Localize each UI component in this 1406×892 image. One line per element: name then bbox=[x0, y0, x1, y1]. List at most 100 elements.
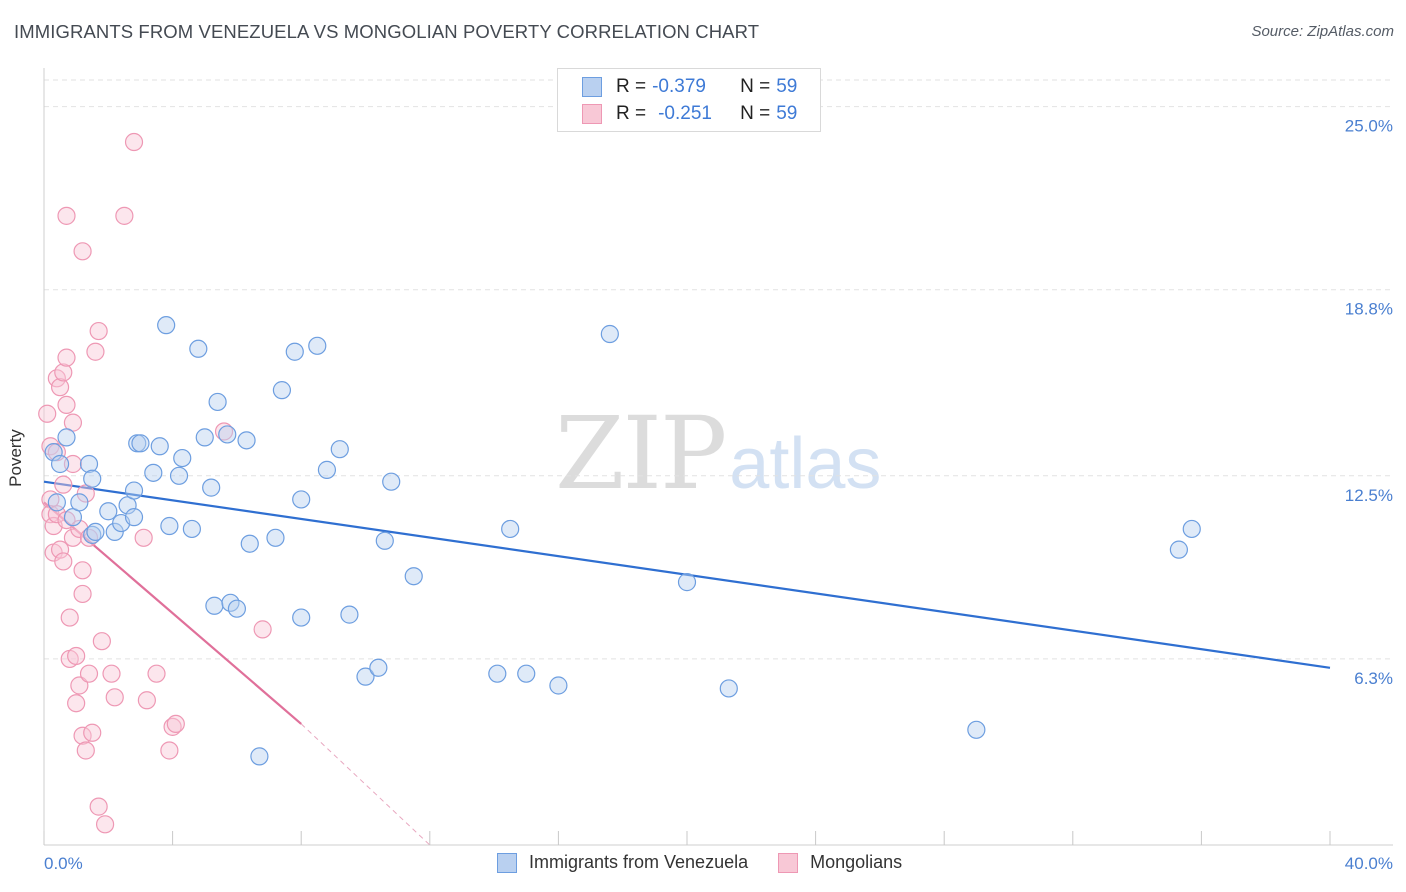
venezuela-point bbox=[195, 428, 214, 447]
mongolians-legend-swatch bbox=[778, 852, 799, 873]
venezuela-point bbox=[144, 463, 163, 482]
y-tick-label: 12.5% bbox=[1345, 486, 1393, 505]
mongolian-point bbox=[134, 528, 153, 547]
venezuela-point bbox=[150, 437, 169, 456]
venezuela-point bbox=[292, 490, 311, 509]
mongolian-trend-extension bbox=[300, 723, 431, 846]
venezuela-point bbox=[1169, 540, 1188, 559]
mongolian-point bbox=[63, 454, 83, 474]
zipatlas-watermark: ZIPatlas bbox=[555, 395, 881, 512]
venezuela-point bbox=[47, 493, 66, 512]
legend-row-mongolians: R = -0.251 N = 59 bbox=[582, 102, 797, 126]
venezuela-point bbox=[1182, 519, 1201, 539]
venezuela-point bbox=[250, 747, 269, 766]
venezuela-point bbox=[44, 443, 63, 462]
gridlines bbox=[44, 79, 1393, 660]
venezuela-point bbox=[83, 469, 102, 488]
venezuela-point bbox=[967, 720, 986, 739]
mongolian-point bbox=[50, 378, 70, 397]
venezuela-point bbox=[266, 528, 285, 547]
venezuela-point bbox=[330, 440, 349, 459]
venezuela-point bbox=[340, 605, 359, 624]
trend-lines bbox=[43, 480, 1331, 846]
mongolian-point bbox=[95, 815, 115, 834]
venezuela-point bbox=[272, 381, 292, 400]
mongolian-point bbox=[76, 741, 95, 760]
mongolian-point bbox=[38, 404, 57, 423]
mongolian-point bbox=[70, 676, 89, 695]
mongolian-point bbox=[73, 561, 92, 580]
venezuela-point bbox=[50, 454, 70, 474]
mongolian-point bbox=[57, 395, 76, 415]
series-legend: Immigrants from Venezuela Mongolians bbox=[497, 852, 932, 873]
venezuela-point bbox=[160, 516, 179, 536]
mongolian-point bbox=[60, 608, 79, 627]
mongolian-point bbox=[54, 475, 73, 494]
venezuela-point bbox=[173, 448, 192, 468]
venezuela-point bbox=[86, 522, 105, 542]
venezuela-point bbox=[292, 608, 311, 627]
venezuela-point bbox=[99, 502, 118, 521]
venezuela-point bbox=[501, 519, 520, 539]
mongolian-point bbox=[89, 797, 108, 816]
venezuela-point bbox=[308, 336, 327, 355]
mongolian-point bbox=[67, 646, 86, 666]
venezuela-point bbox=[79, 454, 99, 474]
data-points bbox=[38, 132, 1201, 834]
mongolian-point bbox=[214, 422, 234, 441]
legend-item-venezuela: Immigrants from Venezuela bbox=[497, 852, 748, 873]
r-label: R = bbox=[616, 76, 647, 97]
venezuela-point bbox=[169, 466, 189, 485]
venezuela-point bbox=[285, 342, 304, 361]
venezuela-point bbox=[208, 392, 227, 412]
venezuela-point bbox=[205, 596, 224, 615]
venezuela-point bbox=[356, 667, 375, 686]
mongolian-point bbox=[137, 691, 156, 710]
mongolian-point bbox=[166, 714, 185, 733]
mongolian-point bbox=[57, 206, 76, 225]
mongolian-point bbox=[115, 206, 134, 225]
mongolian-point bbox=[147, 664, 166, 683]
venezuela-point bbox=[404, 567, 423, 586]
y-tick-label: 25.0% bbox=[1345, 117, 1393, 136]
watermark-atlas: atlas bbox=[729, 424, 882, 504]
mongolians-legend-label: Mongolians bbox=[810, 852, 903, 872]
venezuela-point bbox=[375, 531, 394, 550]
mongolian-point bbox=[57, 348, 76, 367]
mongolian-point bbox=[41, 505, 60, 524]
venezuela-point bbox=[517, 664, 536, 683]
venezuela-point bbox=[70, 493, 89, 512]
venezuela-point bbox=[182, 519, 201, 539]
mongolian-point bbox=[124, 132, 144, 152]
watermark-zip: ZIP bbox=[555, 395, 727, 512]
venezuela-point bbox=[677, 573, 697, 592]
mongolian-point bbox=[79, 664, 99, 683]
mongolian-point bbox=[89, 321, 108, 341]
venezuela-trend-line bbox=[43, 480, 1331, 669]
mongolian-point bbox=[86, 342, 105, 361]
venezuela-legend-label: Immigrants from Venezuela bbox=[529, 852, 749, 872]
venezuela-point bbox=[202, 478, 221, 497]
mongolian-point bbox=[102, 664, 121, 683]
r-value-venezuela: -0.379 bbox=[652, 76, 706, 97]
mongolian-point bbox=[83, 723, 102, 742]
venezuela-point bbox=[189, 339, 208, 358]
mongolian-point bbox=[54, 552, 73, 571]
mongolian-point bbox=[73, 242, 92, 261]
venezuela-point bbox=[382, 472, 401, 491]
venezuela-point bbox=[719, 679, 738, 698]
n-value-mongolians: 59 bbox=[776, 103, 798, 124]
venezuela-point bbox=[131, 434, 150, 453]
venezuela-point bbox=[600, 324, 619, 344]
venezuela-point bbox=[488, 664, 507, 683]
venezuela-point bbox=[57, 428, 76, 447]
venezuela-point bbox=[227, 599, 246, 618]
n-label: N = bbox=[740, 103, 771, 124]
legend-row-venezuela: R = -0.379 N = 59 bbox=[582, 75, 797, 99]
chart-title: IMMIGRANTS FROM VENEZUELA VS MONGOLIAN P… bbox=[14, 21, 760, 42]
venezuela-swatch bbox=[582, 77, 602, 97]
venezuela-point bbox=[549, 676, 568, 695]
mongolian-point bbox=[253, 620, 272, 639]
legend-item-mongolians: Mongolians bbox=[778, 852, 902, 873]
